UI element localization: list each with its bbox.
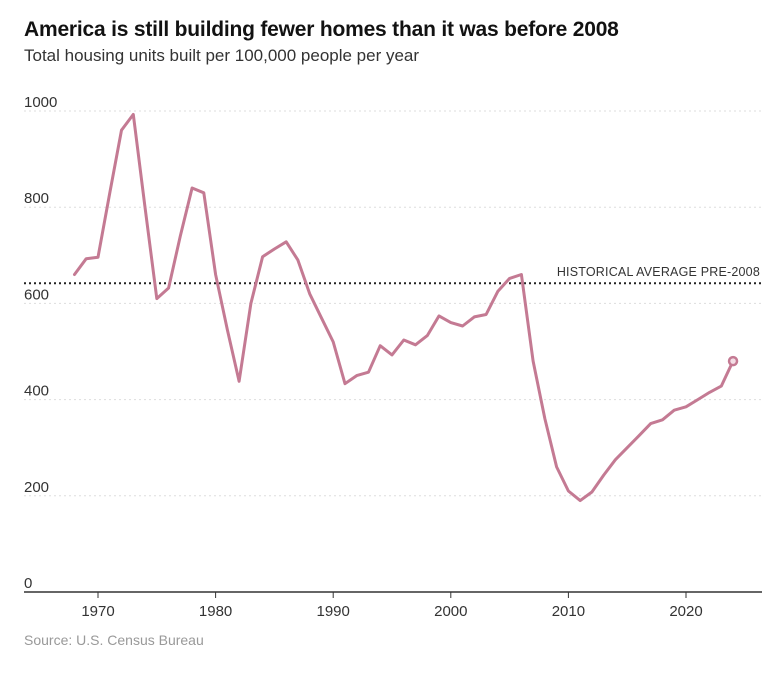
x-axis: 1970 1980 1990 2000 2010 2020	[24, 591, 762, 620]
chart-title: America is still building fewer homes th…	[24, 18, 619, 41]
latest-point-marker	[727, 355, 739, 367]
series-line	[73, 112, 735, 503]
reference-label: HISTORICAL AVERAGE PRE-2008	[557, 265, 760, 279]
x-tick-label: 1980	[199, 603, 232, 620]
y-tick-label: 800	[24, 190, 49, 207]
y-tick-label: 600	[24, 286, 49, 303]
series-layer	[73, 112, 739, 503]
gridlines	[24, 110, 762, 497]
chart-subtitle: Total housing units built per 100,000 pe…	[24, 46, 420, 65]
x-tick-label: 1970	[81, 603, 114, 620]
x-tick-label: 2010	[552, 603, 585, 620]
source-note: Source: U.S. Census Bureau	[24, 632, 204, 648]
y-tick-label: 200	[24, 479, 49, 496]
historical-average-reference: HISTORICAL AVERAGE PRE-2008	[24, 265, 762, 285]
y-tick-label: 1000	[24, 94, 57, 111]
y-tick-label: 0	[24, 575, 32, 592]
x-tick-label: 1990	[317, 603, 350, 620]
x-tick-label: 2000	[434, 603, 467, 620]
x-tick-label: 2020	[669, 603, 702, 620]
y-tick-label: 400	[24, 383, 49, 400]
y-axis-ticks: 0 200 400 600 800 1000	[24, 94, 57, 592]
